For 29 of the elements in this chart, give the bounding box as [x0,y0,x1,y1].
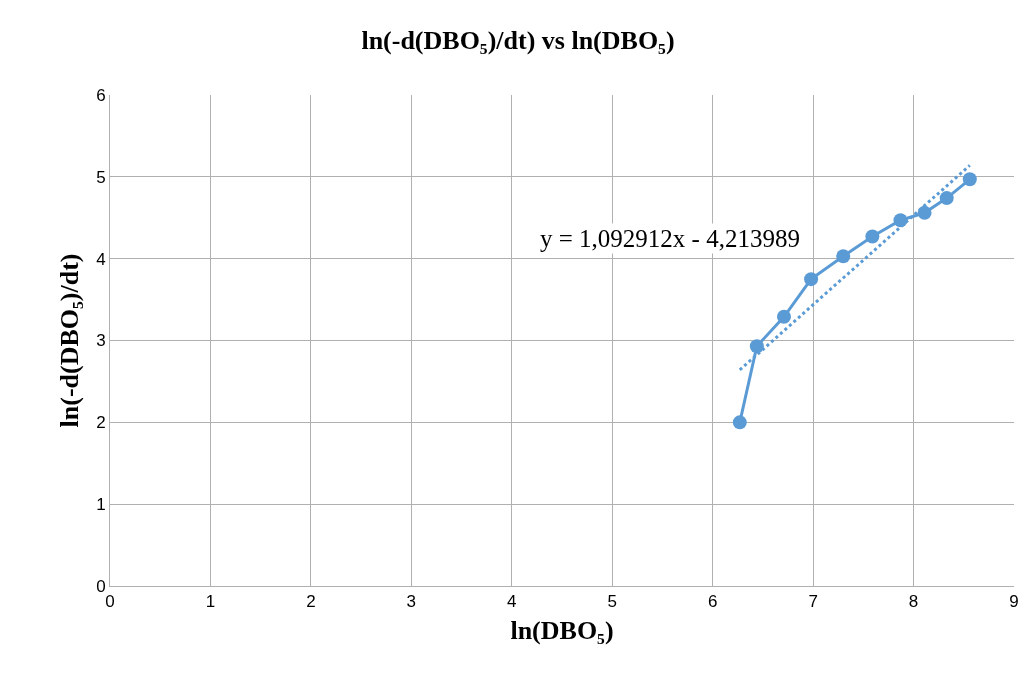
y-tick-label: 3 [96,331,106,351]
y-tick-label: 2 [96,413,106,433]
x-tick-label: 7 [808,592,818,612]
point [939,191,954,206]
point [962,172,977,187]
x-tick-label: 8 [908,592,919,612]
point [776,309,791,324]
x-tick-label: 2 [306,592,316,612]
point [836,249,851,264]
y-axis-title: ln(-d(DBO₅)/dt) [54,253,84,428]
point [865,229,880,244]
point [749,339,764,354]
y-tick-label: 4 [96,249,106,269]
annotation: y = 1,092912x - 4,213989 [540,225,800,252]
y-tick-label: 1 [96,495,106,515]
x-axis-title: ln(DBO₅) [510,616,614,646]
x-tick-label: 9 [1009,592,1019,612]
y-tick-label: 5 [96,167,106,187]
y-tick-label: 0 [96,576,106,596]
chart-title: ln(-d(DBO₅)/dt) vs ln(DBO₅) [361,25,675,55]
x-tick-label: 6 [707,592,718,612]
y-tick-label: 6 [96,85,106,105]
point [804,272,819,287]
point [732,415,747,430]
x-tick-label: 5 [607,592,617,612]
x-tick-label: 3 [406,592,417,612]
x-tick-label: 4 [507,592,517,612]
point [917,205,932,220]
x-tick-label: 1 [205,592,216,612]
